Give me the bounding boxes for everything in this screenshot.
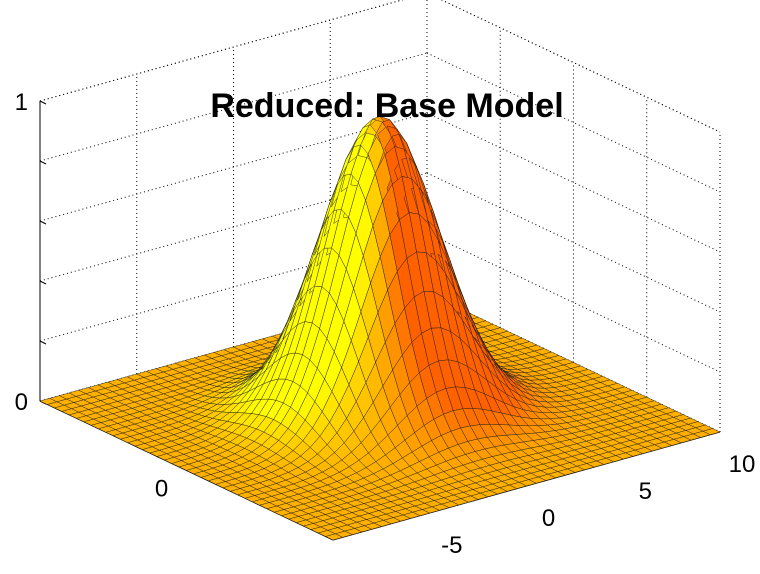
grid-line — [39, 0, 404, 102]
x-tick-label: 10 — [729, 451, 756, 478]
z-tick-mark — [39, 160, 47, 165]
z-tick-mark — [39, 220, 47, 225]
surface-patch — [702, 428, 721, 435]
tick-labels: 0 1 -5 0 5 10 0 — [15, 89, 756, 559]
surface-mesh — [39, 116, 721, 541]
chart-title: Reduced: Base Model — [210, 87, 563, 125]
z-tick-label: 1 — [15, 89, 28, 116]
x-tick-label: 0 — [542, 505, 555, 532]
z-tick-mark — [39, 280, 47, 285]
z-tick-label: 0 — [15, 389, 28, 416]
x-tick-label: 5 — [639, 478, 652, 505]
x-tick-label: -5 — [441, 532, 462, 559]
z-tick-mark — [39, 340, 47, 345]
z-tick-mark — [39, 100, 47, 105]
y-tick-label: 0 — [155, 476, 168, 503]
